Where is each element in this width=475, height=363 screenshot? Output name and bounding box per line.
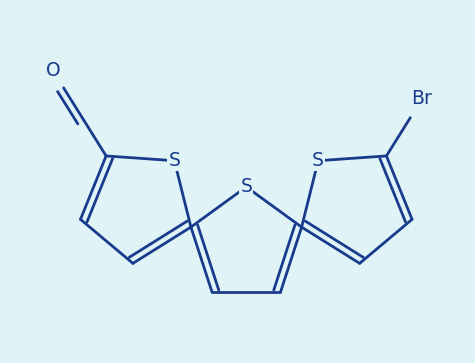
Text: O: O <box>46 61 60 80</box>
Text: S: S <box>169 151 180 170</box>
Text: S: S <box>240 178 252 196</box>
Text: Br: Br <box>412 89 433 109</box>
Text: S: S <box>312 151 324 170</box>
